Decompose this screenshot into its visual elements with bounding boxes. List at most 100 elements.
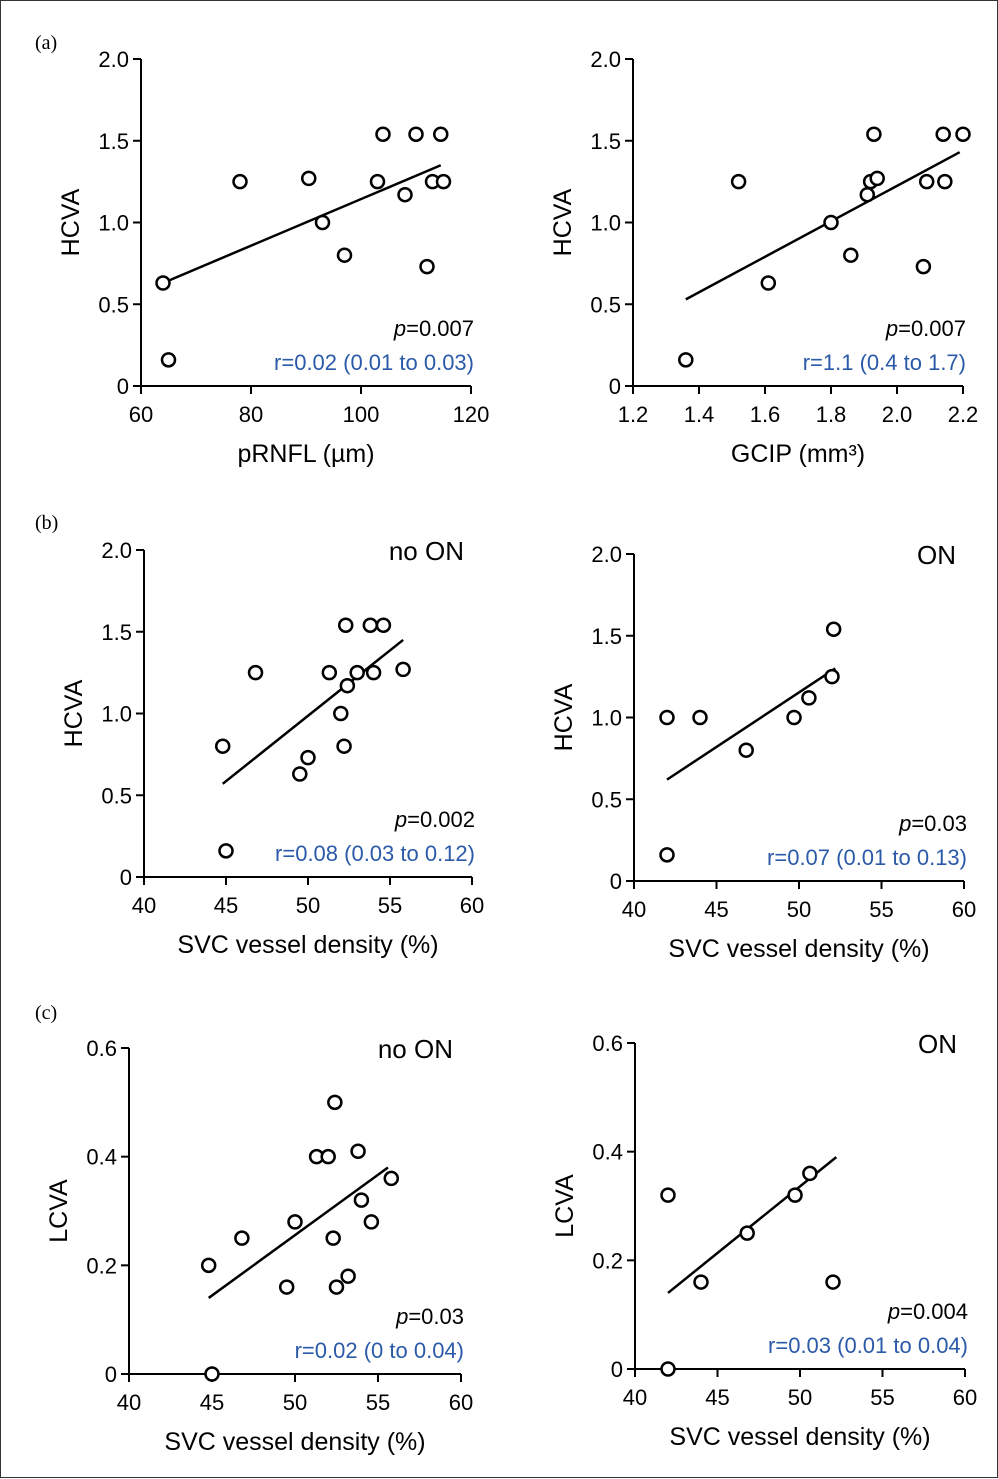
x-tick-label: 55 — [378, 893, 402, 918]
x-tick-label: 45 — [705, 1385, 729, 1410]
data-point — [408, 126, 424, 142]
x-tick-label: 120 — [453, 402, 490, 427]
data-point — [363, 1214, 380, 1230]
data-point — [802, 1165, 818, 1182]
r-value-text: r=0.08 (0.03 to 0.12) — [275, 841, 475, 866]
data-point — [825, 621, 842, 637]
p-value-text: p=0.002 — [394, 807, 475, 832]
y-axis-title: HCVA — [60, 679, 88, 747]
r-value-text: r=1.1 (0.4 to 1.7) — [803, 350, 966, 375]
y-tick-label: 0.5 — [590, 292, 621, 317]
data-point — [739, 1225, 755, 1241]
data-point — [843, 247, 859, 263]
y-tick-label: 0 — [117, 374, 129, 399]
x-tick-label: 60 — [953, 1385, 977, 1410]
data-point — [362, 617, 379, 633]
x-axis-title: SVC vessel density (%) — [164, 1428, 425, 1456]
data-point — [314, 214, 331, 231]
data-point — [337, 617, 354, 633]
data-point — [160, 352, 177, 368]
y-axis-title: LCVA — [45, 1179, 73, 1243]
data-point — [375, 617, 392, 633]
x-tick-label: 1.2 — [618, 402, 649, 427]
chart-subtitle: no ON — [389, 536, 464, 566]
x-tick-label: 45 — [214, 893, 238, 918]
chart-subtitle: ON — [917, 540, 956, 570]
data-point — [419, 258, 435, 275]
p-value-text: p=0.007 — [885, 316, 966, 341]
data-point — [660, 1187, 676, 1203]
p-value-text: p=0.03 — [898, 811, 967, 836]
y-tick-label: 2.0 — [590, 47, 621, 72]
data-point — [825, 1274, 841, 1290]
data-point — [395, 661, 411, 678]
data-point — [301, 170, 317, 187]
chart-4: 0 0.5 1.0 1.5 2.0 40 45 50 55 60 SVC vessel densit… — [550, 540, 976, 963]
data-point — [375, 126, 391, 142]
x-tick-label: 45 — [704, 897, 728, 922]
x-tick-label: 2.2 — [948, 402, 979, 427]
data-point — [915, 258, 932, 275]
data-point — [365, 664, 382, 681]
data-point — [200, 1257, 217, 1274]
y-tick-label: 1.0 — [101, 702, 132, 727]
x-tick-label: 80 — [239, 402, 263, 427]
data-point — [869, 170, 885, 187]
data-point — [218, 843, 234, 859]
y-tick-label: 0 — [120, 865, 132, 890]
x-tick-label: 60 — [449, 1390, 473, 1415]
data-point — [328, 1279, 345, 1295]
x-tick-label: 40 — [132, 893, 156, 918]
r-value-text: r=0.02 (0 to 0.04) — [295, 1338, 464, 1363]
data-point — [786, 709, 802, 726]
data-point — [369, 173, 386, 190]
panel-label-b: (b) — [35, 512, 58, 534]
r-value-text: r=0.03 (0.01 to 0.04) — [768, 1333, 968, 1358]
data-point — [214, 738, 231, 754]
data-point — [693, 1274, 709, 1290]
data-point — [204, 1366, 220, 1382]
chart-6: 0 0.2 0.4 0.6 40 45 50 55 60 SVC vessel density (… — [551, 1029, 977, 1451]
y-tick-label: 1.5 — [591, 624, 622, 649]
data-point — [155, 275, 171, 291]
panel-label-c: (c) — [35, 1002, 57, 1024]
y-tick-label: 2.0 — [591, 542, 622, 567]
data-point — [937, 173, 953, 190]
x-axis-title: SVC vessel density (%) — [177, 931, 438, 959]
data-point — [678, 352, 694, 368]
panel-label-a: (a) — [35, 32, 57, 54]
data-point — [349, 664, 365, 681]
x-tick-label: 60 — [129, 402, 153, 427]
chart-2: 0 0.5 1.0 1.5 2.0 1.2 1.4 1.6 1.8 2.0 2.2 GCIP (mm³… — [549, 47, 978, 468]
y-tick-label: 0 — [610, 869, 622, 894]
y-tick-label: 0.5 — [98, 292, 129, 317]
y-tick-label: 0.5 — [591, 787, 622, 812]
y-axis-title: HCVA — [549, 188, 577, 256]
p-value-text: p=0.03 — [395, 1304, 464, 1329]
data-point — [321, 664, 338, 681]
data-point — [866, 126, 882, 142]
data-point — [234, 1230, 250, 1246]
y-tick-label: 0.4 — [86, 1145, 117, 1170]
x-tick-label: 60 — [952, 897, 976, 922]
chart-3: 0 0.5 1.0 1.5 2.0 40 45 50 55 60 SVC vessel densit… — [60, 536, 484, 959]
data-point — [955, 126, 971, 142]
data-point — [350, 1143, 366, 1159]
data-point — [232, 173, 248, 190]
data-point — [327, 1094, 343, 1111]
data-point — [730, 173, 747, 190]
x-tick-label: 55 — [366, 1390, 390, 1415]
x-axis-title: GCIP (mm³) — [731, 440, 865, 468]
x-tick-label: 60 — [460, 893, 484, 918]
data-point — [292, 766, 308, 782]
x-tick-label: 40 — [622, 897, 646, 922]
chart-1: 0 0.5 1.0 1.5 2.0 60 80 100 120 pRNFL (µm) HCVA p=0… — [57, 47, 489, 468]
x-tick-label: 50 — [788, 1385, 812, 1410]
y-tick-label: 0.2 — [592, 1248, 623, 1273]
data-point — [918, 173, 935, 190]
y-tick-label: 1.5 — [590, 129, 621, 154]
regression-line — [666, 667, 836, 781]
x-tick-label: 55 — [869, 897, 893, 922]
y-tick-label: 0.6 — [86, 1036, 117, 1061]
